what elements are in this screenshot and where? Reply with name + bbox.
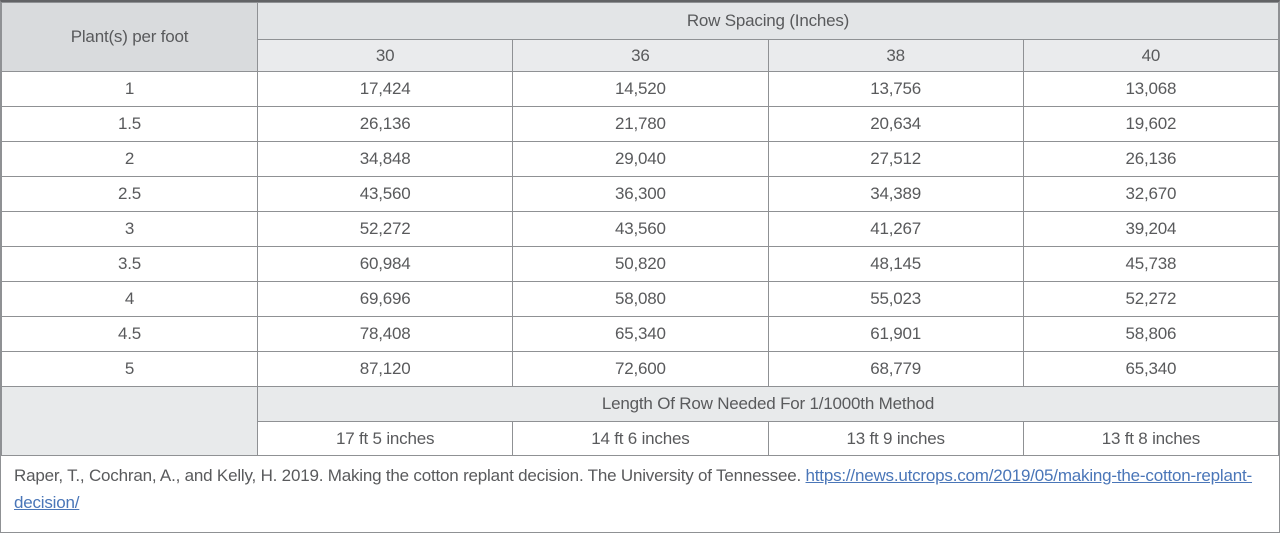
footer-value: 13 ft 8 inches <box>1022 421 1280 456</box>
table-row: 2 34,848 29,040 27,512 26,136 <box>1 141 1280 177</box>
cell-value: 43,560 <box>256 176 514 212</box>
row-label: 5 <box>1 351 258 387</box>
cell-value: 58,806 <box>1022 316 1280 352</box>
row-label: 3 <box>1 211 258 247</box>
footer-value: 13 ft 9 inches <box>767 421 1024 456</box>
cell-value: 14,520 <box>512 71 769 107</box>
cell-value: 55,023 <box>767 281 1024 317</box>
cell-value: 65,340 <box>1022 351 1280 387</box>
cell-value: 65,340 <box>512 316 769 352</box>
row-label: 1 <box>1 71 258 107</box>
cell-value: 78,408 <box>256 316 514 352</box>
cell-value: 48,145 <box>767 246 1024 282</box>
cell-value: 36,300 <box>512 176 769 212</box>
cell-value: 13,068 <box>1022 71 1280 107</box>
header-row-group: Plant(s) per foot Row Spacing (Inches) <box>1 2 1279 72</box>
plant-population-table: Plant(s) per foot Row Spacing (Inches) 3… <box>1 2 1280 456</box>
cell-value: 29,040 <box>512 141 769 177</box>
cell-value: 68,779 <box>767 351 1024 387</box>
cell-value: 69,696 <box>256 281 514 317</box>
cell-value: 39,204 <box>1022 211 1280 247</box>
table-row: 5 87,120 72,600 68,779 65,340 <box>1 351 1280 387</box>
cell-value: 58,080 <box>512 281 769 317</box>
cell-value: 87,120 <box>256 351 514 387</box>
table-row: 1 17,424 14,520 13,756 13,068 <box>1 71 1280 107</box>
cell-value: 13,756 <box>767 71 1024 107</box>
row-label: 3.5 <box>1 246 258 282</box>
cell-value: 34,389 <box>767 176 1024 212</box>
row-spacing-group-header: Row Spacing (Inches) <box>257 2 1279 40</box>
header-row-columns: 30 36 38 40 <box>2 39 1280 72</box>
column-header-1: 30 <box>256 39 514 72</box>
cell-value: 34,848 <box>256 141 514 177</box>
plants-per-foot-header: Plant(s) per foot <box>1 2 258 72</box>
cell-value: 52,272 <box>256 211 514 247</box>
table-row: 4 69,696 58,080 55,023 52,272 <box>1 281 1280 317</box>
footer-band-row: Length Of Row Needed For 1/1000th Method <box>1 386 1279 456</box>
cell-value: 60,984 <box>256 246 514 282</box>
citation: Raper, T., Cochran, A., and Kelly, H. 20… <box>1 456 1279 532</box>
cell-value: 50,820 <box>512 246 769 282</box>
citation-link[interactable]: https://news.utcrops.com/2019/05/making-… <box>14 466 1253 512</box>
row-label: 2.5 <box>1 176 258 212</box>
cell-value: 20,634 <box>767 106 1024 142</box>
row-label: 4 <box>1 281 258 317</box>
cell-value: 27,512 <box>767 141 1024 177</box>
table-row: 4.5 78,408 65,340 61,901 58,806 <box>1 316 1280 352</box>
cell-value: 52,272 <box>1022 281 1280 317</box>
footer-value: 17 ft 5 inches <box>256 421 514 456</box>
table-row: 1.5 26,136 21,780 20,634 19,602 <box>1 106 1280 142</box>
column-header-3: 38 <box>767 39 1024 72</box>
cell-value: 41,267 <box>767 211 1024 247</box>
column-header-2: 36 <box>512 39 769 72</box>
cell-value: 45,738 <box>1022 246 1280 282</box>
column-header-4: 40 <box>1022 39 1280 72</box>
footer-corner-cell <box>1 386 258 456</box>
table-row: 3 52,272 43,560 41,267 39,204 <box>1 211 1280 247</box>
cell-value: 72,600 <box>512 351 769 387</box>
citation-text: Raper, T., Cochran, A., and Kelly, H. 20… <box>14 466 806 485</box>
row-label: 1.5 <box>1 106 258 142</box>
cell-value: 21,780 <box>512 106 769 142</box>
cell-value: 19,602 <box>1022 106 1280 142</box>
footer-title: Length Of Row Needed For 1/1000th Method <box>257 386 1279 422</box>
footer-value: 14 ft 6 inches <box>512 421 769 456</box>
cell-value: 26,136 <box>1022 141 1280 177</box>
table-row: 3.5 60,984 50,820 48,145 45,738 <box>1 246 1280 282</box>
row-label: 2 <box>1 141 258 177</box>
table-row: 2.5 43,560 36,300 34,389 32,670 <box>1 176 1280 212</box>
cell-value: 43,560 <box>512 211 769 247</box>
cell-value: 61,901 <box>767 316 1024 352</box>
cell-value: 26,136 <box>256 106 514 142</box>
row-label: 4.5 <box>1 316 258 352</box>
cell-value: 32,670 <box>1022 176 1280 212</box>
cell-value: 17,424 <box>256 71 514 107</box>
